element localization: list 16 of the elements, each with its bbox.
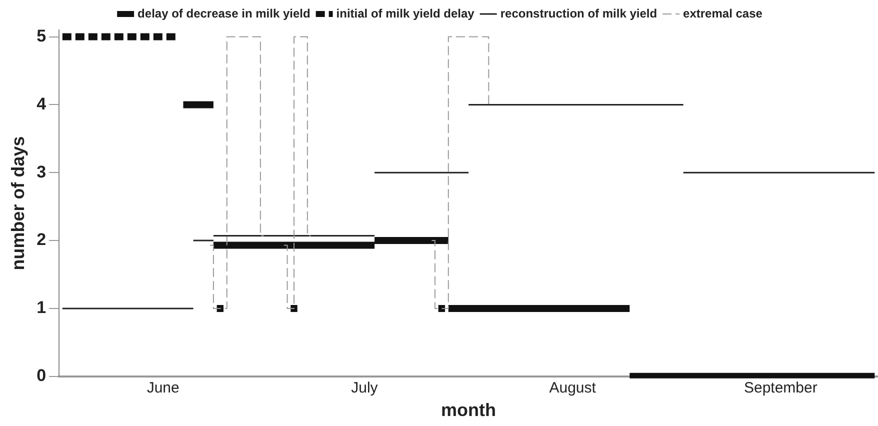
x-tick-label: July — [351, 380, 378, 397]
x-tick-label: August — [549, 380, 597, 397]
y-tick-label: 1 — [36, 298, 46, 318]
legend-label: delay of decrease in milk yield — [138, 6, 310, 20]
legend-label: initial of milk yield delay — [336, 6, 475, 20]
y-tick-label: 4 — [36, 94, 47, 114]
y-tick-label: 0 — [36, 366, 46, 386]
x-axis-title: month — [441, 400, 496, 420]
legend-label: extremal case — [683, 6, 763, 20]
x-tick-label: September — [744, 380, 818, 397]
y-axis-title: number of days — [8, 136, 28, 270]
legend-label: reconstruction of milk yield — [500, 6, 658, 20]
y-tick-label: 3 — [36, 162, 46, 182]
y-tick-label: 5 — [36, 26, 46, 46]
x-tick-label: June — [146, 380, 180, 397]
y-tick-label: 2 — [36, 230, 46, 250]
